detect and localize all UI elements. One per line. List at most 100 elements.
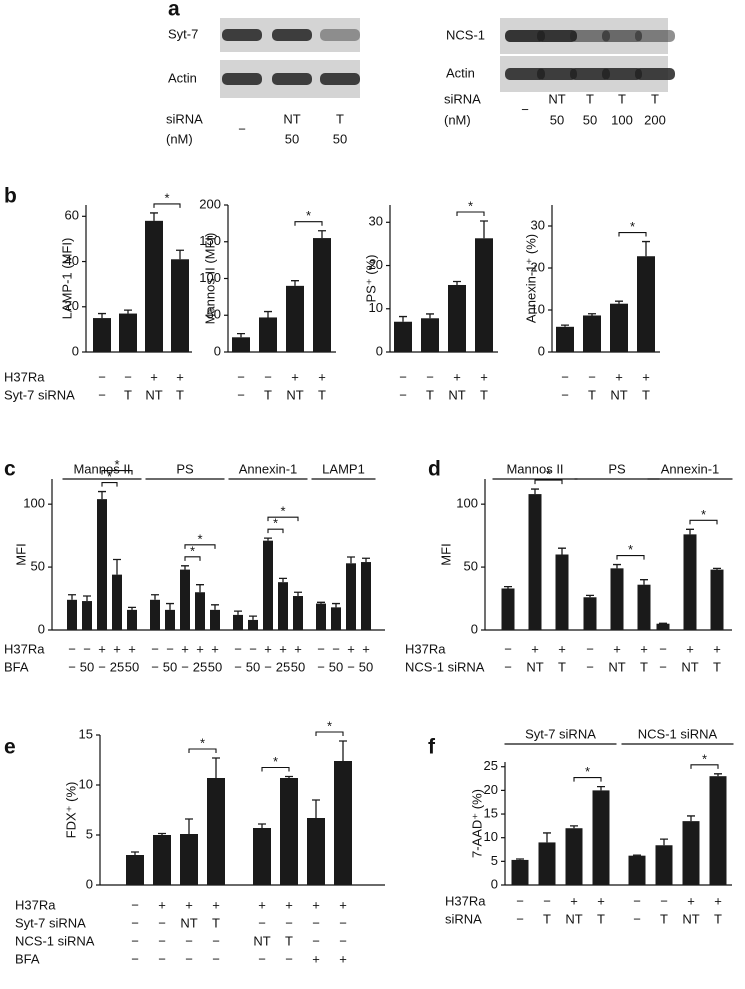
condition-value: − xyxy=(516,911,524,926)
significance-label: * xyxy=(702,751,707,766)
condition-value: 50 xyxy=(80,659,94,674)
bar xyxy=(126,855,144,885)
condition-label: H37Ra xyxy=(4,641,45,656)
condition-value: 50 xyxy=(291,659,305,674)
condition-value: − xyxy=(504,641,512,656)
blot-band xyxy=(272,29,312,41)
condition-value: + xyxy=(150,369,158,384)
lane-label: T xyxy=(336,111,344,126)
condition-value: − xyxy=(185,951,193,966)
error-bar xyxy=(113,558,121,575)
condition-value: 50 xyxy=(329,659,343,674)
blot-band xyxy=(537,30,577,42)
condition-value: + xyxy=(687,893,695,908)
bar xyxy=(710,569,724,630)
condition-value: T xyxy=(426,387,434,402)
error-bar xyxy=(258,823,266,828)
panel-label: d xyxy=(428,458,441,481)
y-tick-label: 100 xyxy=(456,496,478,511)
y-axis-label: Annexin-1⁺ (%) xyxy=(523,234,538,323)
condition-value: 25 xyxy=(193,659,207,674)
bar xyxy=(112,574,122,630)
error-bar xyxy=(570,825,578,829)
bar xyxy=(528,494,542,630)
condition-value: NT xyxy=(681,659,698,674)
significance-label: * xyxy=(546,467,551,482)
condition-value: − xyxy=(68,641,76,656)
error-bar xyxy=(294,591,302,597)
y-axis-label: FDX⁺ (%) xyxy=(63,782,78,839)
bar xyxy=(361,562,371,630)
error-bar xyxy=(480,220,488,239)
condition-label: H37Ra xyxy=(15,897,56,912)
condition-value: NT xyxy=(286,387,303,402)
condition-value: T xyxy=(713,659,721,674)
condition-value: 25 xyxy=(110,659,124,674)
significance-label: * xyxy=(701,507,706,522)
y-tick-label: 0 xyxy=(376,343,383,358)
y-tick-label: 150 xyxy=(199,233,221,248)
bar xyxy=(119,313,137,352)
condition-value: + xyxy=(98,641,106,656)
condition-value: − xyxy=(98,369,106,384)
significance-bracket xyxy=(294,221,323,226)
error-bar xyxy=(181,565,189,570)
error-bar xyxy=(249,615,257,620)
error-bar xyxy=(212,757,220,778)
condition-label: Syt-7 siRNA xyxy=(4,387,75,402)
condition-value: − xyxy=(312,915,320,930)
condition-value: + xyxy=(613,641,621,656)
condition-value: T xyxy=(285,933,293,948)
blot-band xyxy=(537,68,577,80)
condition-value: − xyxy=(258,915,266,930)
significance-bracket xyxy=(573,777,602,782)
condition-value: + xyxy=(279,641,287,656)
bar xyxy=(153,835,171,885)
y-axis-label: PS⁺ (%) xyxy=(363,254,378,302)
error-bar xyxy=(687,815,695,822)
bar xyxy=(683,534,697,630)
condition-value: + xyxy=(339,897,347,912)
error-bar xyxy=(150,212,158,221)
y-tick-label: 0 xyxy=(538,343,545,358)
blot-row-label: Actin xyxy=(446,65,475,80)
condition-value: T xyxy=(660,911,668,926)
bar xyxy=(150,599,160,630)
group-title: Mannos II xyxy=(506,461,563,476)
lane-header: siRNA xyxy=(166,111,203,126)
error-bar xyxy=(714,773,722,777)
condition-value: − xyxy=(317,641,325,656)
condition-value: + xyxy=(258,897,266,912)
blot-band xyxy=(602,68,642,80)
bar xyxy=(610,568,624,630)
condition-value: + xyxy=(686,641,694,656)
condition-value: − xyxy=(339,915,347,930)
significance-label: * xyxy=(107,469,112,484)
error-bar xyxy=(185,818,193,834)
significance-bracket xyxy=(153,203,181,208)
condition-value: + xyxy=(531,641,539,656)
bar xyxy=(511,859,529,885)
significance-label: * xyxy=(273,516,278,531)
condition-value: + xyxy=(642,369,650,384)
condition-value: − xyxy=(426,369,434,384)
group-title: PS xyxy=(176,461,194,476)
y-tick-label: 30 xyxy=(531,217,545,232)
error-bar xyxy=(196,584,204,593)
condition-label: siRNA xyxy=(445,911,482,926)
lane-label: T xyxy=(618,91,626,106)
y-tick-label: 100 xyxy=(199,270,221,285)
error-bar xyxy=(176,249,184,260)
bar xyxy=(346,563,356,630)
condition-value: − xyxy=(151,659,159,674)
bar xyxy=(127,609,137,630)
significance-label: * xyxy=(327,718,332,733)
bar xyxy=(93,318,111,352)
blot-band xyxy=(602,30,642,42)
blot-band xyxy=(320,29,360,41)
bar xyxy=(655,845,673,885)
y-tick-label: 0 xyxy=(38,621,45,636)
error-bar xyxy=(586,594,594,598)
bar xyxy=(278,582,288,630)
condition-value: 50 xyxy=(208,659,222,674)
